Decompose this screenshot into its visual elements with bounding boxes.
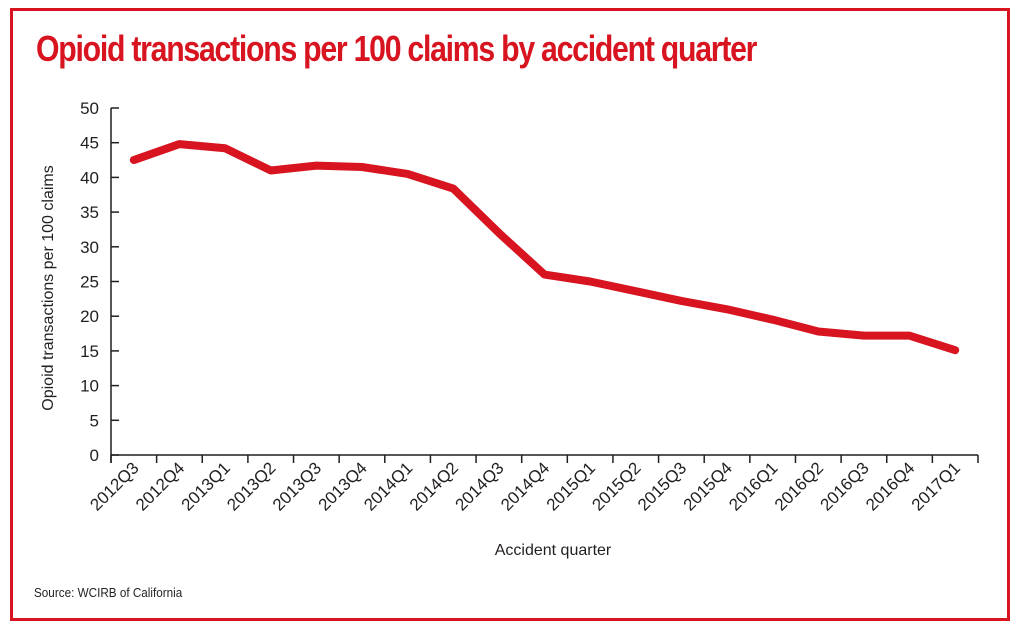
y-tick-label: 40 (80, 168, 99, 187)
x-tick-label: 2013Q1 (178, 458, 234, 514)
x-axis-ticks: 2012Q32012Q42013Q12013Q22013Q32013Q42014… (86, 455, 979, 515)
x-tick-label: 2014Q1 (360, 458, 416, 514)
y-tick-label: 10 (80, 377, 99, 396)
x-tick-label: 2015Q2 (588, 458, 644, 514)
y-tick-label: 35 (80, 203, 99, 222)
x-tick-label: 2013Q2 (223, 458, 279, 514)
chart-title: Opioid transactions per 100 claims by ac… (36, 28, 757, 69)
source-note: Source: WCIRB of California (34, 585, 183, 600)
y-tick-label: 25 (80, 273, 99, 292)
x-tick-label: 2014Q4 (497, 458, 553, 514)
x-tick-label: 2014Q3 (451, 458, 507, 514)
x-tick-label: 2017Q1 (908, 458, 964, 514)
y-tick-label: 30 (80, 238, 99, 257)
y-tick-label: 5 (90, 411, 99, 430)
y-tick-label: 50 (80, 99, 99, 118)
x-tick-label: 2013Q3 (269, 458, 325, 514)
y-tick-label: 15 (80, 342, 99, 361)
series-line (129, 140, 960, 355)
x-tick-label: 2014Q2 (406, 458, 462, 514)
x-tick-label: 2016Q3 (817, 458, 873, 514)
x-tick-label: 2012Q4 (132, 458, 188, 514)
y-axis-ticks: 0 5 10 15 20 25 30 35 40 45 50 (80, 99, 119, 465)
y-tick-label: 45 (80, 134, 99, 153)
y-tick-label: 20 (80, 307, 99, 326)
x-tick-label: 2013Q4 (315, 458, 371, 514)
x-tick-label: 2015Q1 (543, 458, 599, 514)
plot-area (129, 140, 960, 355)
y-axis-label: Opioid transactions per 100 claims (40, 165, 57, 410)
x-tick-label: 2016Q4 (862, 458, 918, 514)
x-tick-label: 2016Q2 (771, 458, 827, 514)
x-tick-label: 2015Q4 (680, 458, 736, 514)
chart-frame (10, 8, 1010, 621)
x-axis-label: Accident quarter (495, 542, 612, 559)
axes (110, 108, 978, 463)
x-tick-label: 2016Q1 (725, 458, 781, 514)
x-tick-label: 2015Q3 (634, 458, 690, 514)
x-tick-label: 2012Q3 (86, 458, 142, 514)
y-tick-label: 0 (90, 446, 99, 465)
